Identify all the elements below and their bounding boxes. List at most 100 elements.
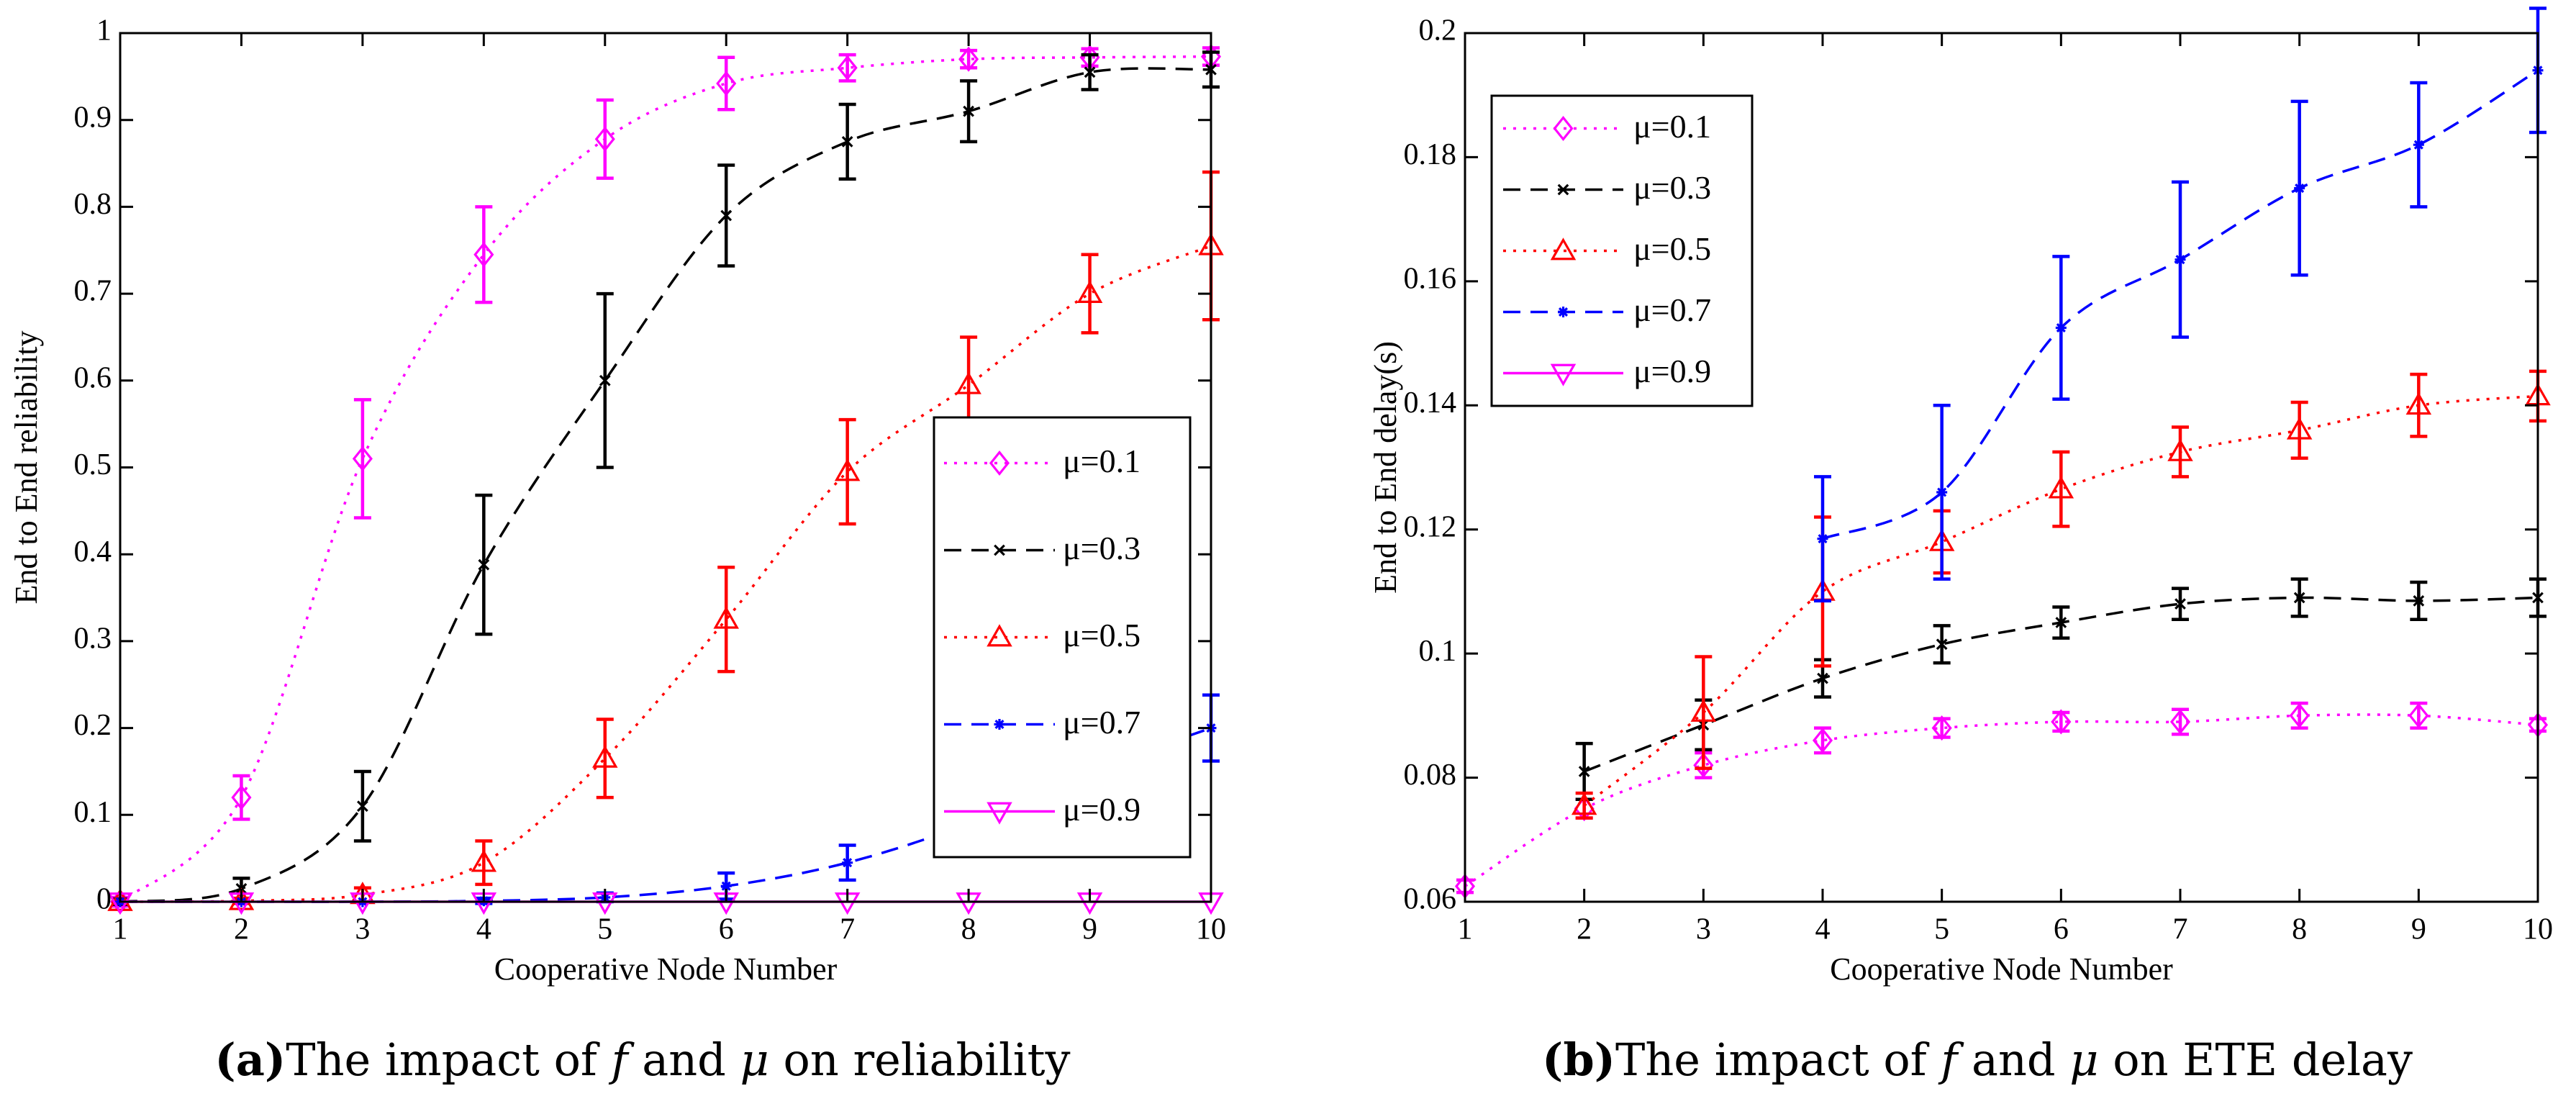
data-marker <box>592 745 618 768</box>
y-tick-label: 0.12 <box>1404 510 1457 543</box>
caption-label: (b) <box>1542 1033 1615 1086</box>
x-tick-label: 3 <box>355 913 370 946</box>
x-tick-label: 7 <box>840 913 855 946</box>
error-bar <box>2172 425 2189 479</box>
caption-text: The impact of <box>1615 1033 1941 1086</box>
x-tick-label: 7 <box>2173 913 2188 946</box>
y-tick-label: 0.7 <box>74 275 112 308</box>
error-bar <box>838 417 856 526</box>
y-tick-label: 0.9 <box>74 101 112 134</box>
error-bar <box>960 48 978 70</box>
data-marker <box>720 880 732 892</box>
caption: (b)The impact of f and μ on ETE delay <box>1542 1033 2413 1086</box>
data-marker <box>2405 392 2432 415</box>
y-axis-label: End to End delay(s) <box>1368 341 1403 594</box>
legend-label: μ=0.9 <box>1633 353 1711 389</box>
y-tick-label: 0.3 <box>74 623 112 656</box>
legend-label: μ=0.1 <box>1063 443 1140 479</box>
error-bar <box>2290 400 2308 460</box>
x-tick-label: 6 <box>2054 913 2069 946</box>
x-tick-label: 1 <box>1458 913 1473 946</box>
y-tick-label: 0.14 <box>1404 386 1457 420</box>
error-bar <box>596 98 614 180</box>
data-marker <box>2055 617 2067 628</box>
error-bar <box>717 566 735 674</box>
y-tick-label: 0.08 <box>1404 759 1457 792</box>
x-axis-label: Cooperative Node Number <box>494 951 838 987</box>
y-tick-label: 0 <box>96 883 112 916</box>
x-tick-label: 6 <box>719 913 734 946</box>
data-marker <box>357 800 368 812</box>
chart: 0 0.1 0.2 0.3 0.4 0.5 0.6 0.7 0.8 0.9 1 1 2 3 4 5 6 7 8 9 10… <box>9 14 1226 1086</box>
error-bar <box>475 839 493 887</box>
data-marker <box>1693 752 1714 778</box>
data-marker <box>2408 702 2429 728</box>
data-marker <box>1690 699 1717 722</box>
legend-marker <box>1558 307 1569 317</box>
y-tick-label: 0.16 <box>1404 262 1457 295</box>
data-marker <box>107 888 133 911</box>
caption-text: The impact of <box>286 1033 611 1086</box>
legend-marker <box>994 544 1005 556</box>
data-marker <box>1571 792 1597 815</box>
data-marker <box>958 46 979 72</box>
caption-label: (a) <box>214 1033 286 1086</box>
caption-text: and <box>628 1033 740 1086</box>
error-bar <box>353 398 371 520</box>
x-tick-label: 10 <box>2523 913 2553 946</box>
data-marker <box>1817 533 1828 545</box>
legend-box <box>1490 94 1754 407</box>
error-bar <box>2052 450 2070 528</box>
data-marker <box>594 126 615 152</box>
y-tick-label: 0.2 <box>74 709 112 742</box>
x-tick-label: 5 <box>1934 913 1949 946</box>
legend-marker <box>987 802 1012 825</box>
data-marker <box>473 242 494 268</box>
x-tick-label: 9 <box>1082 913 1097 946</box>
error-bar <box>717 55 735 112</box>
error-bar <box>232 774 250 821</box>
x-tick-label: 5 <box>597 913 612 946</box>
data-marker <box>1812 728 1833 753</box>
data-marker <box>471 849 497 872</box>
data-marker <box>2413 594 2425 607</box>
axes-frame <box>1464 32 2539 903</box>
legend-label: μ=0.1 <box>1633 108 1711 145</box>
series-line <box>1584 596 2539 773</box>
data-marker <box>720 209 733 222</box>
x-tick-label: 8 <box>2292 913 2307 946</box>
legend-marker <box>1557 184 1569 196</box>
data-marker <box>2048 476 2074 499</box>
caption-text: μ <box>2069 1033 2098 1086</box>
legend-label: μ=0.9 <box>1063 791 1140 828</box>
data-marker <box>2169 709 2191 735</box>
y-tick-label: 0.1 <box>1419 635 1457 668</box>
legend-marker <box>994 719 1005 730</box>
x-tick-label: 3 <box>1696 913 1711 946</box>
y-tick-label: 0.06 <box>1404 883 1457 916</box>
data-marker <box>2286 417 2313 440</box>
legend: μ=0.1 μ=0.3 μ=0.5 μ=0.7 μ=0.9 <box>933 416 1192 859</box>
legend-marker <box>1553 115 1574 142</box>
caption-text: on reliability <box>769 1033 1071 1086</box>
caption-text: μ <box>740 1033 769 1086</box>
x-tick-label: 2 <box>1577 913 1592 946</box>
data-marker <box>2174 598 2186 610</box>
data-marker <box>716 71 737 96</box>
caption: (a)The impact of f and μ on reliability <box>214 1033 1070 1086</box>
data-marker <box>1936 486 1948 498</box>
data-marker <box>2174 254 2186 266</box>
y-tick-label: 0.8 <box>74 188 112 221</box>
data-marker <box>713 606 739 629</box>
legend-marker <box>989 450 1010 476</box>
legend-label: μ=0.5 <box>1063 617 1140 653</box>
legend-marker <box>987 624 1012 647</box>
data-marker <box>478 558 490 571</box>
data-marker <box>231 784 252 810</box>
chart: 0.06 0.08 0.1 0.12 0.14 0.16 0.18 0.2 1 2 3 4 5 6 7 8 9 1… <box>1368 6 2553 1086</box>
data-marker <box>1936 638 1948 651</box>
error-bar <box>838 53 856 83</box>
series-line <box>119 55 1212 903</box>
y-axis-label: End to End reliability <box>9 330 44 604</box>
